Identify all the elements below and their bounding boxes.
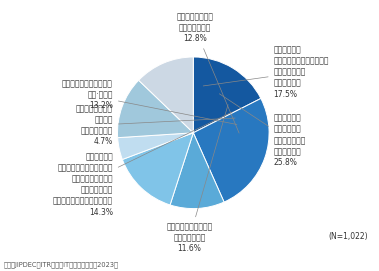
Wedge shape: [193, 57, 261, 133]
Wedge shape: [117, 80, 193, 138]
Wedge shape: [117, 133, 193, 160]
Wedge shape: [193, 98, 269, 202]
Wedge shape: [122, 133, 193, 205]
Text: (N=1,022): (N=1,022): [328, 232, 368, 241]
Text: 電子契約では
電子契約サービス事業者の
電子署名を採用
（立会人型）
17.5%: 電子契約では 電子契約サービス事業者の 電子署名を採用 （立会人型） 17.5%: [203, 46, 329, 99]
Text: 電子契約の利用に向けて
準備·検討中
13.2%: 電子契約の利用に向けて 準備·検討中 13.2%: [62, 79, 237, 124]
Wedge shape: [139, 57, 193, 133]
Wedge shape: [170, 133, 224, 209]
Text: 電子契約では
契約当事者の
電子署名を採用
（当事者型）
25.8%: 電子契約では 契約当事者の 電子署名を採用 （当事者型） 25.8%: [219, 94, 306, 167]
Text: 電子署名を利用しない
電子契約を採用
11.6%: 電子署名を利用しない 電子契約を採用 11.6%: [166, 105, 228, 253]
Text: 電子契約では
電子契約サービス事業者と
契約当事者の両方の
電子署名を採用
（立会人型／当事者型両方）
14.3%: 電子契約では 電子契約サービス事業者と 契約当事者の両方の 電子署名を採用 （立…: [53, 112, 232, 217]
Text: 出典：JIPDEC／ITR「企業IT利活用動向調査2023」: 出典：JIPDEC／ITR「企業IT利活用動向調査2023」: [4, 262, 119, 268]
Text: 電子契約の利用も
利用予定もなし
12.8%: 電子契約の利用も 利用予定もなし 12.8%: [176, 12, 239, 133]
Text: 電子署名の利用は
不明だが
電子契約を利用
4.7%: 電子署名の利用は 不明だが 電子契約を利用 4.7%: [76, 104, 235, 146]
